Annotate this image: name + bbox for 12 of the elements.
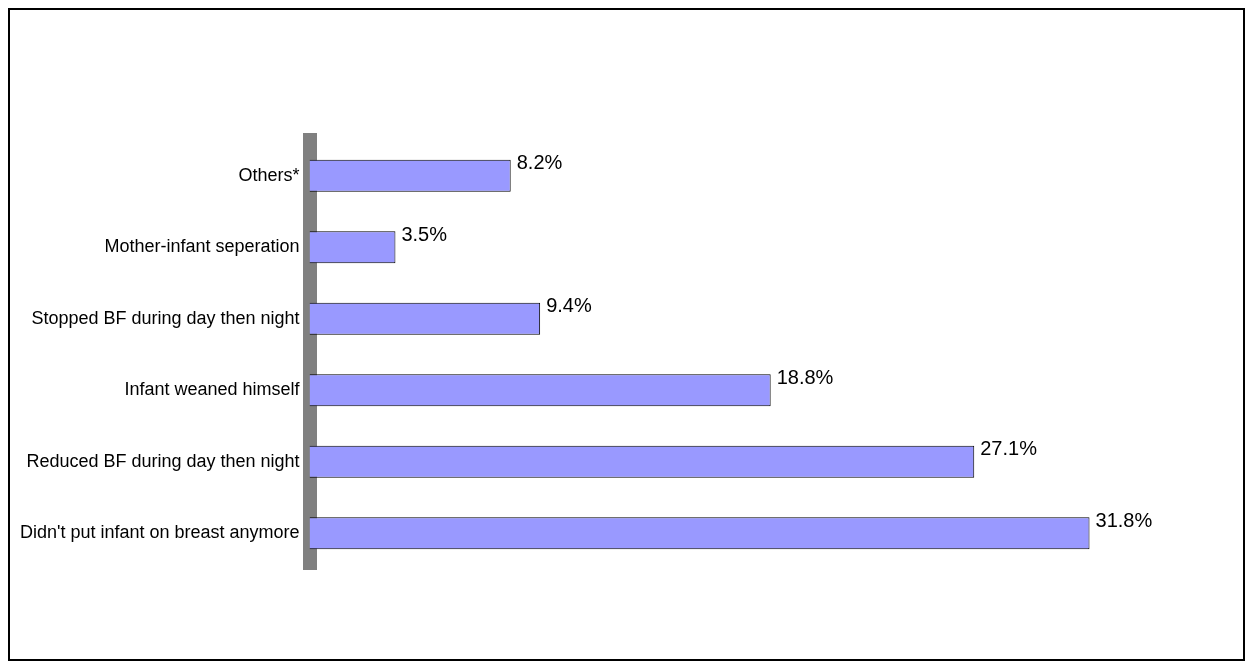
data-label: 8.2%: [516, 151, 563, 174]
y-tick-label: Reduced BF during day then night: [26, 450, 300, 471]
y-tick-label: Others*: [238, 164, 300, 185]
data-label: 9.4%: [546, 294, 592, 317]
y-tick-label: Didn't put infant on breast anymore: [19, 522, 300, 543]
data-label: 18.8%: [776, 365, 834, 388]
y-tick-label: Infant weaned himself: [124, 379, 301, 400]
y-tick-label: Stopped BF during day then night: [31, 307, 300, 328]
data-label: 3.5%: [401, 222, 448, 245]
y-tick-label: Mother-infant seperation: [104, 236, 300, 257]
data-label: 27.1%: [980, 437, 1038, 460]
data-label: 31.8%: [1095, 508, 1153, 531]
